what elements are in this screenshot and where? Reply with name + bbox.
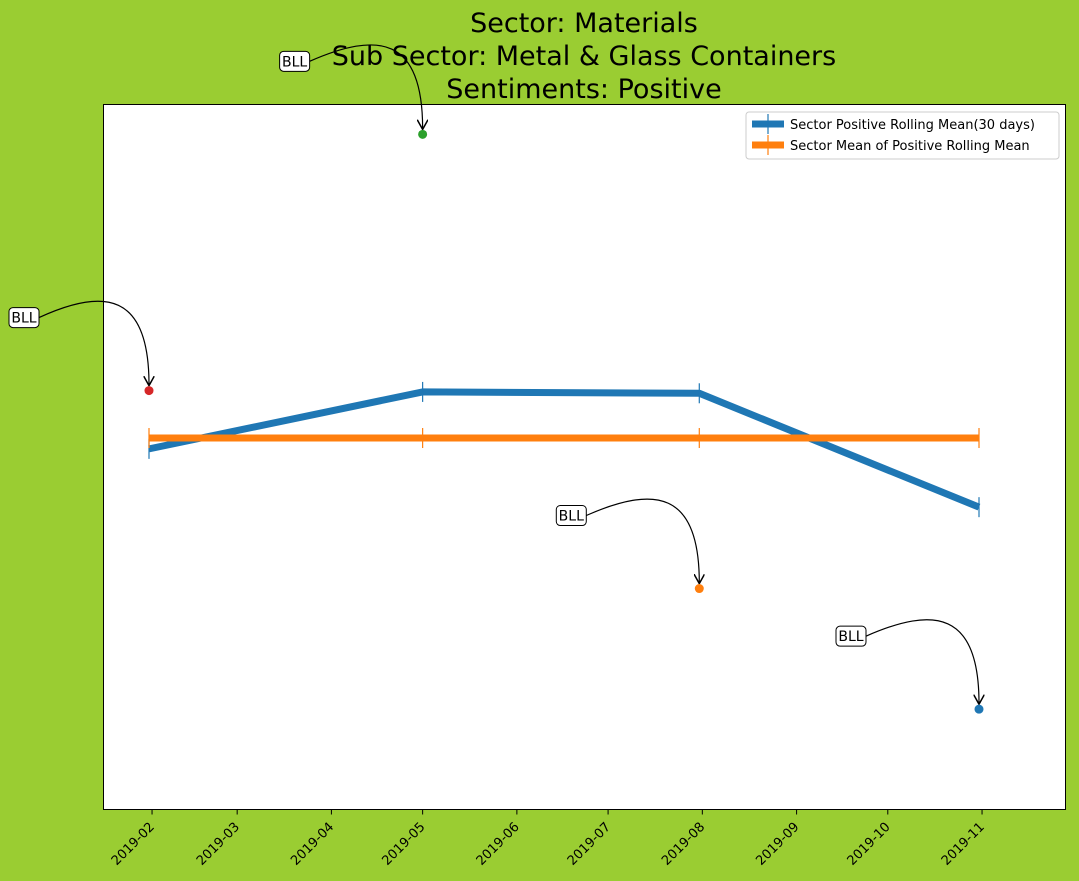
x-tick-label: 2019-09 <box>753 820 802 869</box>
legend-label: Sector Positive Rolling Mean(30 days) <box>790 118 1035 133</box>
annotation-arrow <box>38 300 149 384</box>
annotation-box <box>555 505 587 527</box>
x-tick-label: 2019-07 <box>565 820 614 869</box>
legend-label: Sector Mean of Positive Rolling Mean <box>790 139 1030 154</box>
x-axis: 2019-02 2019-03 2019-04 2019-05 2019-06 2019-… <box>109 809 988 869</box>
legend: Sector Positive Rolling Mean(30 days) Sec… <box>745 111 1060 160</box>
x-tick-label: 2019-04 <box>288 820 337 869</box>
annotation-arrow <box>586 498 699 582</box>
x-tick-label: 2019-05 <box>379 820 428 869</box>
annotation-label: BLL <box>282 54 307 70</box>
annotation-arrow <box>309 44 423 128</box>
annotation-arrow <box>865 619 979 703</box>
x-tick-label: 2019-06 <box>474 820 523 869</box>
annotation-label: BLL <box>838 629 863 645</box>
x-tick-label: 2019-10 <box>845 820 894 869</box>
series-layer <box>148 381 981 518</box>
title-line-3: Sentiments: Positive <box>446 74 721 105</box>
annotation-label: BLL <box>559 509 584 525</box>
annotation-box <box>835 625 867 647</box>
annotation-layer: BLL BLL BLL BLL <box>8 44 984 714</box>
x-tick-label: 2019-08 <box>659 820 708 869</box>
x-tick-label: 2019-03 <box>194 820 243 869</box>
x-tick-label: 2019-11 <box>939 820 988 869</box>
plot-area <box>103 104 1066 810</box>
annotation-label: BLL <box>11 311 36 327</box>
legend-box <box>745 111 1060 160</box>
annotation-point <box>974 704 984 714</box>
title-line-2: Sub Sector: Metal & Glass Containers <box>332 41 836 72</box>
annotation-box <box>8 307 40 329</box>
series-line-1 <box>148 388 981 511</box>
annotation-box <box>279 50 311 72</box>
annotation-point <box>418 129 428 139</box>
annotation-point <box>144 386 154 396</box>
annotation-point <box>694 584 704 594</box>
x-tick-label: 2019-02 <box>109 820 158 869</box>
title-line-1: Sector: Materials <box>470 8 698 39</box>
